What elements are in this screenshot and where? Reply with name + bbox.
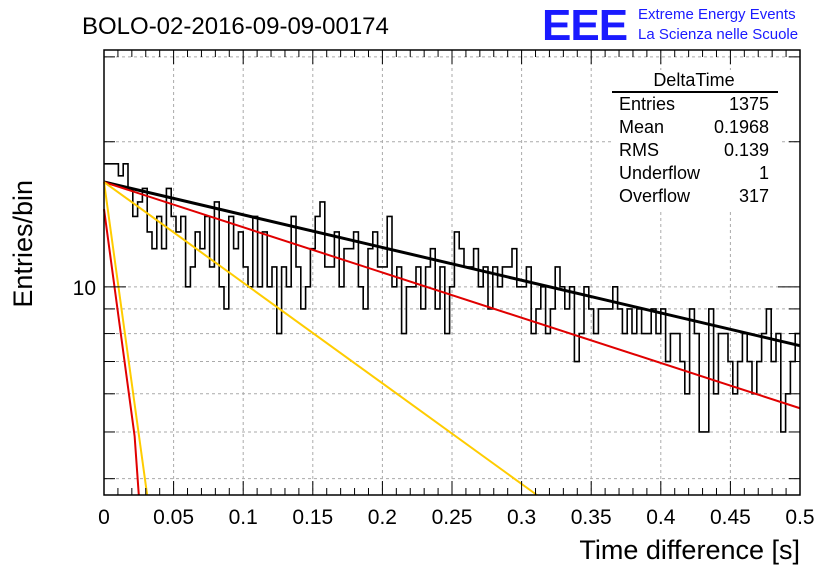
stats-value: 0.139 xyxy=(724,140,769,160)
chart-title: BOLO-02-2016-09-09-00174 xyxy=(82,13,389,40)
axis-ticks xyxy=(103,50,801,495)
x-tick-label: 0.4 xyxy=(646,506,676,529)
stats-label: Entries xyxy=(619,94,675,114)
fit-line xyxy=(103,181,538,496)
fit-line xyxy=(103,208,140,496)
histogram xyxy=(104,163,800,433)
stats-label: Overflow xyxy=(619,186,691,206)
x-tick-label: 0.15 xyxy=(292,506,333,529)
y-tick-label: 10 xyxy=(73,277,96,300)
x-tick-label: 0 xyxy=(98,506,110,529)
fit-line xyxy=(103,180,801,348)
x-tick-label: 0.1 xyxy=(229,506,258,529)
stats-value: 1375 xyxy=(729,94,769,114)
logo: EEE Extreme Energy Events La Scienza nel… xyxy=(542,1,798,50)
x-tick-label: 0.45 xyxy=(710,506,751,529)
y-axis-label: Entries/bin xyxy=(8,180,38,308)
x-tick-label: 0.35 xyxy=(571,506,612,529)
fit-line xyxy=(103,181,801,410)
stats-rows: Entries 1375 Mean 0.1968 RMS 0.139 Underflow 1 O… xyxy=(619,94,769,206)
x-axis-label: Time difference [s] xyxy=(579,535,800,565)
x-tick-labels: 0 0.05 0.1 0.15 0.2 0.25 0.3 0.35 0.4 0.45 0.5 xyxy=(98,506,814,529)
stats-label: Mean xyxy=(619,117,664,137)
stats-label: RMS xyxy=(619,140,659,160)
stats-value: 1 xyxy=(759,163,769,183)
x-tick-label: 0.5 xyxy=(785,506,814,529)
logo-line-1: Extreme Energy Events xyxy=(638,6,796,23)
histogram-steps xyxy=(104,163,800,433)
stats-value: 317 xyxy=(739,186,769,206)
fit-line xyxy=(103,181,149,496)
stats-title: DeltaTime xyxy=(653,70,734,90)
x-tick-label: 0.25 xyxy=(432,506,473,529)
fit-lines xyxy=(103,180,801,496)
stats-box: DeltaTime Entries 1375 Mean 0.1968 RMS 0.139 U… xyxy=(612,70,782,210)
logo-line-2: La Scienza nelle Scuole xyxy=(638,26,798,43)
logo-mark: EEE xyxy=(542,1,627,50)
x-tick-label: 0.05 xyxy=(153,506,194,529)
stats-value: 0.1968 xyxy=(714,117,769,137)
x-tick-label: 0.2 xyxy=(368,506,397,529)
stats-label: Underflow xyxy=(619,163,701,183)
x-tick-label: 0.3 xyxy=(507,506,536,529)
